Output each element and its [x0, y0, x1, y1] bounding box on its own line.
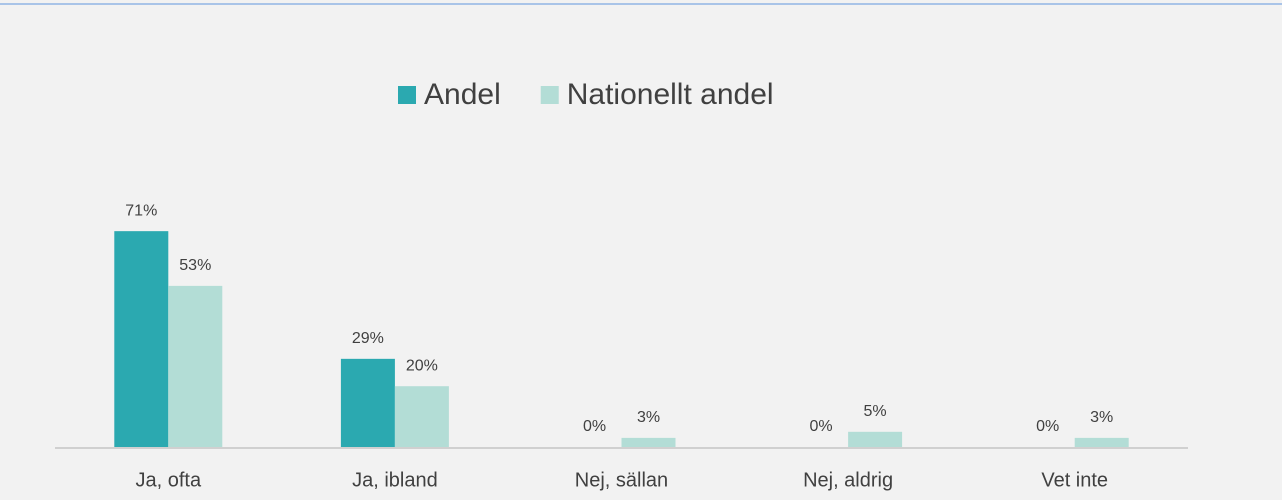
legend-swatch: [398, 86, 416, 104]
bar: [168, 285, 223, 447]
bar: [340, 358, 395, 447]
x-tick-label: Ja, ofta: [135, 469, 201, 491]
bar: [394, 386, 449, 447]
x-tick-label: Vet inte: [1041, 469, 1108, 491]
x-tick-label: Nej, aldrig: [803, 469, 893, 491]
bar: [848, 431, 903, 447]
data-label: 0%: [583, 418, 606, 435]
data-label: 3%: [1090, 409, 1113, 426]
legend-label: Nationellt andel: [567, 78, 774, 111]
legend-label: Andel: [424, 78, 501, 111]
data-label: 20%: [406, 357, 438, 374]
data-label: 53%: [179, 257, 211, 274]
bar: [1074, 437, 1129, 447]
x-tick-label: Ja, ibland: [352, 469, 438, 491]
bar: [114, 231, 169, 447]
data-label: 3%: [637, 409, 660, 426]
bar: [621, 437, 676, 447]
data-label: 71%: [125, 202, 157, 219]
data-label: 0%: [1036, 418, 1059, 435]
data-label: 5%: [864, 403, 887, 420]
legend-swatch: [540, 86, 559, 104]
x-tick-label: Nej, sällan: [575, 469, 668, 491]
data-label: 0%: [810, 418, 833, 435]
data-label: 29%: [352, 330, 384, 347]
